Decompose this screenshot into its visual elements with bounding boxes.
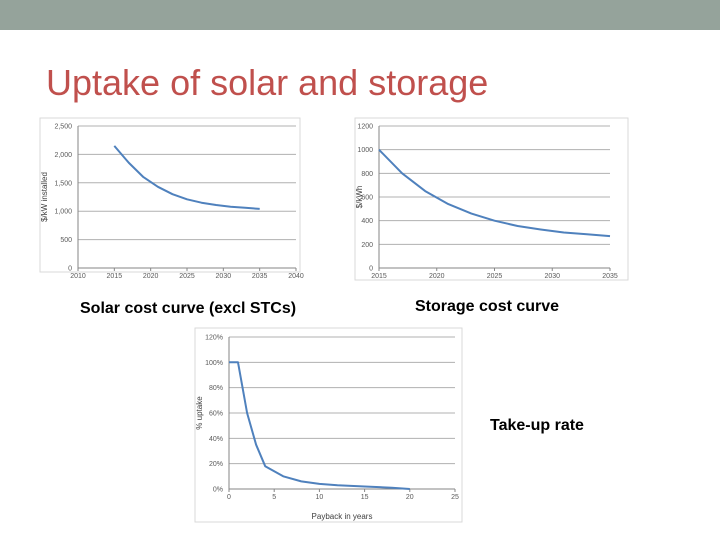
y-axis-title: $/kWh: [355, 186, 364, 209]
y-tick-label: 100%: [205, 360, 223, 367]
y-tick-label: 800: [361, 171, 373, 178]
y-tick-label: 500: [60, 237, 72, 244]
storage-series-line: [378, 149, 611, 238]
y-axis-title: $/kW installed: [40, 172, 49, 222]
y-tick-label: 400: [361, 218, 373, 225]
x-tick-label: 2035: [252, 273, 268, 280]
y-tick-label: 2,000: [54, 152, 72, 159]
y-tick-label: 1,000: [54, 209, 72, 216]
y-tick-label: 1,500: [54, 180, 72, 187]
takeup-rate-caption: Take-up rate: [490, 417, 584, 434]
x-tick-label: 15: [361, 494, 369, 501]
slide-top-bar: [0, 0, 720, 30]
x-tick-label: 20: [406, 494, 414, 501]
chart-frame: [39, 117, 301, 273]
takeup-series-line: [229, 361, 410, 490]
y-tick-label: 20%: [209, 461, 223, 468]
x-tick-label: 10: [316, 494, 324, 501]
x-tick-label: 2030: [544, 273, 560, 280]
x-tick-label: 0: [227, 494, 231, 501]
y-tick-label: 120%: [205, 335, 223, 342]
x-tick-label: 2020: [143, 273, 159, 280]
x-tick-label: 5: [272, 494, 276, 501]
y-tick-label: 200: [361, 242, 373, 249]
solar-series-line: [113, 145, 260, 210]
chart-frame: [354, 117, 629, 281]
y-tick-label: 600: [361, 195, 373, 202]
x-axis-title: Payback in years: [312, 512, 373, 521]
y-tick-label: 80%: [209, 385, 223, 392]
x-tick-label: 2025: [179, 273, 195, 280]
y-tick-label: 40%: [209, 436, 223, 443]
y-tick-label: 0: [68, 266, 72, 273]
y-tick-label: 0%: [213, 487, 223, 494]
x-tick-label: 25: [451, 494, 459, 501]
x-tick-label: 2030: [216, 273, 232, 280]
y-tick-label: 60%: [209, 411, 223, 418]
y-axis-title: % uptake: [195, 396, 204, 430]
x-tick-label: 2020: [429, 273, 445, 280]
x-tick-label: 2025: [487, 273, 503, 280]
y-tick-label: 1000: [357, 147, 373, 154]
y-tick-label: 0: [369, 266, 373, 273]
chart-frame: [194, 327, 463, 523]
x-tick-label: 2015: [107, 273, 123, 280]
y-tick-label: 2,500: [54, 124, 72, 131]
x-tick-label: 2035: [602, 273, 618, 280]
storage-cost-caption: Storage cost curve: [415, 298, 560, 315]
slide-title: Uptake of solar and storage: [46, 62, 489, 103]
x-tick-label: 2015: [371, 273, 387, 280]
x-tick-label: 2040: [288, 273, 304, 280]
x-tick-label: 2010: [70, 273, 86, 280]
solar-cost-caption: Solar cost curve (excl STCs): [80, 300, 297, 317]
y-tick-label: 1200: [357, 124, 373, 131]
